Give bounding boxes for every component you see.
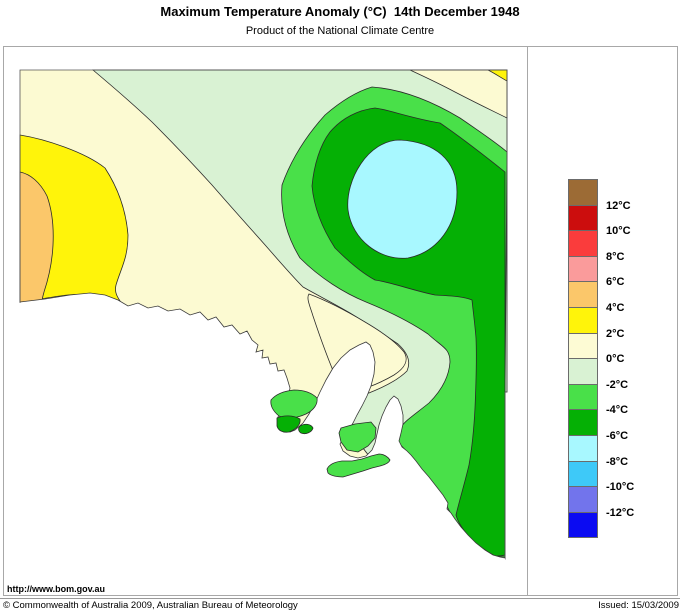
- legend-tick-label: -8°C: [606, 455, 629, 468]
- legend-swatch-pale-green: [568, 358, 598, 385]
- sea: [10, 293, 505, 584]
- legend-tick-label: -4°C: [606, 404, 629, 417]
- legend-tick-label: -10°C: [606, 481, 635, 494]
- contour-pocket-0-to-2: [307, 293, 407, 392]
- legend-swatch-orange: [568, 281, 598, 308]
- legend-swatch-dark-green: [568, 409, 598, 436]
- contour-core--6-to--8: [347, 139, 458, 259]
- eyre-tip-island: [298, 423, 314, 435]
- legend-swatch-cyan: [568, 460, 598, 488]
- legend-swatch-medium-green: [568, 383, 598, 411]
- legend-swatch-blue: [568, 511, 598, 539]
- legend-swatch-yellow: [568, 306, 598, 334]
- page-title: Maximum Temperature Anomaly (°C) 14th De…: [160, 4, 520, 19]
- legend-swatch-pink: [568, 255, 598, 283]
- legend-tick-label: 2°C: [606, 327, 625, 340]
- legend-tick-label: 10°C: [606, 225, 631, 238]
- legend-tick-label: 4°C: [606, 302, 625, 314]
- legend-tick-label: -2°C: [606, 378, 629, 391]
- legend-swatch-cream: [568, 332, 598, 360]
- legend-color-scale: [568, 179, 598, 539]
- legend-tick-label: 12°C: [606, 199, 631, 212]
- legend-swatch-light-cyan: [568, 434, 598, 462]
- data-area-border: [19, 69, 508, 557]
- copyright-text: © Commonwealth of Australia 2009, Austra…: [3, 600, 298, 611]
- issued-date: Issued: 15/03/2009: [598, 600, 679, 611]
- legend-frame: [527, 46, 678, 596]
- legend-tick-label: 6°C: [606, 276, 625, 289]
- legend-tick-label: -6°C: [606, 430, 629, 442]
- bottom-rule: [0, 598, 680, 599]
- legend-tick-label: 8°C: [606, 250, 625, 263]
- kangaroo-island: [326, 453, 391, 478]
- contour-region-0-to-2-corner: [409, 69, 508, 119]
- coastline: [19, 292, 506, 559]
- bom-url: http://www.bom.gov.au: [7, 584, 105, 594]
- legend-tick-label: -12°C: [606, 506, 635, 519]
- eyre-tip-medium-green: [270, 389, 318, 419]
- legend-swatch-dark-red: [568, 204, 598, 232]
- legend-tick-label: 0°C: [606, 353, 625, 366]
- legend-swatch-brown: [568, 179, 598, 206]
- legend-swatch-red: [568, 230, 598, 257]
- eyre-tip-dark-green: [276, 415, 301, 433]
- page-subtitle: Product of the National Climate Centre: [245, 25, 435, 37]
- yorke-boot-medium-green: [338, 421, 377, 453]
- legend-swatch-blue-violet: [568, 486, 598, 513]
